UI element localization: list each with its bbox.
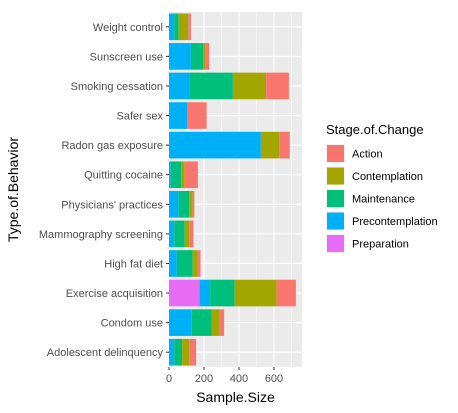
y-tick-label: Sunscreen use bbox=[90, 51, 163, 63]
bar-maintenance-mammography-screening bbox=[174, 220, 185, 248]
y-tick-label: Mammography screening bbox=[39, 229, 163, 241]
legend-swatch-contemplation bbox=[327, 167, 344, 185]
y-tick-label: High fat diet bbox=[104, 258, 163, 270]
y-axis: Weight control Sunscreen use Smoking cessa… bbox=[39, 22, 169, 359]
y-tick-label: Condom use bbox=[101, 318, 163, 330]
bar-maintenance-adolescent-delinquency bbox=[174, 338, 183, 366]
legend-swatch-preparation bbox=[327, 235, 344, 252]
y-tick-label: Quitting cocaine bbox=[84, 170, 163, 182]
x-tick-label: 600 bbox=[265, 373, 283, 385]
bar-precontemplation-weight-control bbox=[169, 13, 175, 41]
bar-contemplation-sunscreen-use bbox=[203, 43, 206, 70]
bar-precontemplation-safer-sex bbox=[169, 102, 188, 129]
bar-contemplation-weight-control bbox=[178, 13, 189, 41]
bar-action-weight-control bbox=[188, 13, 191, 41]
bar-preparation-exercise-acquisition bbox=[169, 279, 200, 307]
x-axis: 0 200 400 600 bbox=[166, 367, 283, 385]
bar-contemplation-high-fat-diet bbox=[192, 250, 197, 277]
bar-maintenance-high-fat-diet bbox=[176, 250, 193, 277]
bar-precontemplation-adolescent-delinquency bbox=[169, 338, 175, 366]
bar-contemplation-adolescent-delinquency bbox=[182, 338, 190, 366]
x-tick-label: 0 bbox=[166, 373, 172, 385]
bar-maintenance-weight-control bbox=[174, 13, 179, 41]
bar-contemplation-smoking-cessation bbox=[232, 72, 267, 100]
legend-label-precontemplation: Precontemplation bbox=[352, 216, 438, 228]
y-tick-label: Exercise acquisition bbox=[66, 288, 163, 300]
bar-action-exercise-acquisition bbox=[276, 279, 296, 307]
x-tick-label: 400 bbox=[230, 373, 248, 385]
legend-title: Stage.of.Change bbox=[326, 122, 424, 137]
bar-precontemplation-quitting-cocaine bbox=[169, 161, 171, 189]
bar-precontemplation-physicians-practices bbox=[169, 190, 179, 218]
bar-contemplation-condom-use bbox=[211, 309, 220, 336]
bar-precontemplation-radon-gas-exposure bbox=[169, 131, 261, 159]
panel-background bbox=[169, 12, 302, 367]
bar-action-high-fat-diet bbox=[197, 250, 201, 277]
bar-contemplation-exercise-acquisition bbox=[234, 279, 277, 307]
y-tick-label: Safer sex bbox=[117, 111, 164, 123]
legend-swatch-action bbox=[327, 145, 344, 162]
y-tick-label: Physicians' practices bbox=[61, 199, 163, 211]
legend-swatch-precontemplation bbox=[327, 212, 344, 230]
bar-maintenance-physicians-practices bbox=[178, 190, 190, 218]
legend-label-preparation: Preparation bbox=[352, 239, 409, 251]
bar-maintenance-smoking-cessation bbox=[189, 72, 233, 100]
bar-action-physicians-practices bbox=[192, 190, 195, 218]
bar-action-adolescent-delinquency bbox=[189, 338, 197, 366]
legend-label-maintenance: Maintenance bbox=[352, 194, 415, 206]
bar-maintenance-sunscreen-use bbox=[190, 43, 204, 70]
bar-precontemplation-sunscreen-use bbox=[169, 43, 191, 70]
bar-action-safer-sex bbox=[187, 102, 207, 129]
legend-label-contemplation: Contemplation bbox=[352, 171, 423, 183]
legend: Stage.of.Change Action Contemplation Maint… bbox=[326, 122, 438, 253]
bar-precontemplation-smoking-cessation bbox=[169, 72, 190, 100]
bar-action-radon-gas-exposure bbox=[279, 131, 290, 159]
legend-label-action: Action bbox=[352, 149, 383, 161]
bar-action-condom-use bbox=[219, 309, 225, 336]
bar-precontemplation-mammography-screening bbox=[169, 220, 175, 248]
bar-precontemplation-exercise-acquisition bbox=[199, 279, 211, 307]
bar-action-smoking-cessation bbox=[266, 72, 289, 100]
bar-contemplation-physicians-practices bbox=[189, 190, 193, 218]
bars bbox=[169, 13, 296, 366]
bar-maintenance-condom-use bbox=[191, 309, 212, 336]
bar-precontemplation-high-fat-diet bbox=[169, 250, 177, 277]
bar-contemplation-mammography-screening bbox=[184, 220, 190, 248]
bar-maintenance-exercise-acquisition bbox=[210, 279, 235, 307]
y-axis-title: Type.of.Behavior bbox=[5, 137, 21, 242]
y-tick-label: Weight control bbox=[93, 22, 163, 34]
bar-maintenance-quitting-cocaine bbox=[170, 161, 182, 189]
y-tick-label: Smoking cessation bbox=[71, 81, 163, 93]
legend-swatch-maintenance bbox=[327, 190, 344, 207]
x-tick-label: 200 bbox=[195, 373, 213, 385]
bar-contemplation-radon-gas-exposure bbox=[260, 131, 280, 159]
bar-action-mammography-screening bbox=[189, 220, 194, 248]
bar-action-quitting-cocaine bbox=[184, 161, 198, 189]
y-tick-label: Adolescent delinquency bbox=[47, 347, 164, 359]
x-axis-title: Sample.Size bbox=[196, 389, 275, 405]
bar-action-sunscreen-use bbox=[205, 43, 210, 70]
y-tick-label: Radon gas exposure bbox=[61, 140, 163, 152]
bar-contemplation-quitting-cocaine bbox=[181, 161, 185, 189]
bar-precontemplation-condom-use bbox=[169, 309, 192, 336]
